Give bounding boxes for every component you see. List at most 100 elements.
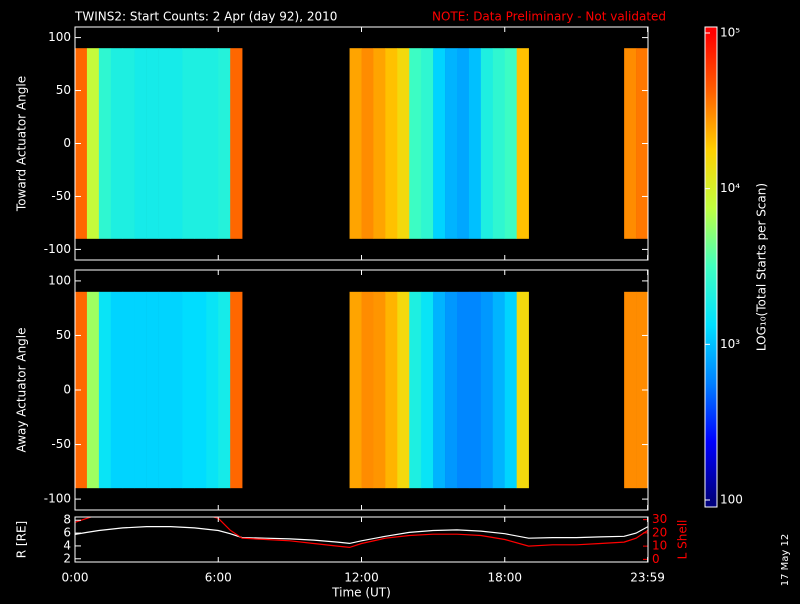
heatmap-cell [504,291,517,489]
x-tick-label: 0:00 [62,571,89,585]
heatmap-cell [86,48,100,239]
y-tick-label: 0 [63,136,71,150]
colorbar-tick-label: 10³ [720,337,740,351]
heatmap-cell [445,291,458,489]
x-tick-label: 12:00 [344,571,379,585]
y-tick-label: 6 [63,526,71,540]
heatmap-cell [122,291,135,489]
heatmap-cell [110,291,124,489]
heatmap-cell [182,291,195,489]
y-tick-label: 50 [56,328,71,342]
heatmap-cell [409,48,422,239]
colorbar-tick-label: 100 [720,493,743,507]
heatmap-cell [110,48,124,239]
heatmap-cell [230,48,243,239]
y-axis-label: R [RE] [15,521,29,558]
x-tick-label: 6:00 [205,571,232,585]
heatmap-cell [98,291,112,489]
y2-axis-label: L Shell [676,520,690,560]
y-tick-label: 50 [56,83,71,97]
y2-tick-label: 0 [652,552,660,566]
heatmap-cell [122,48,135,239]
heatmap-cell [194,48,207,239]
y-axis-label: Toward Actuator Angle [15,76,29,212]
y2-tick-label: 30 [652,512,667,526]
heatmap-cell [516,291,529,489]
heatmap-cell [468,291,482,489]
heatmap-cell [373,48,386,239]
heatmap-cell [433,48,446,239]
colorbar-tick-label: 10⁴ [720,181,740,195]
panel-frame [74,516,649,563]
y-axis-label: Away Actuator Angle [15,327,29,452]
heatmap-cell [385,291,398,489]
heatmap-cell [361,48,374,239]
heatmap-cell [421,48,434,239]
heatmap-cell [218,48,231,239]
heatmap-cell [409,291,422,489]
heatmap-cell [230,291,243,489]
heatmap-cell [421,291,434,489]
colorbar [704,26,718,508]
y-tick-label: 100 [48,273,71,287]
y2-tick-label: 10 [652,539,667,553]
heatmap-cell [361,291,374,489]
heatmap-cell [349,291,362,489]
y-tick-label: 4 [63,538,71,552]
heatmap-cell [170,291,183,489]
date-stamp: 17 May 12 [780,534,791,586]
heatmap-cell [134,291,147,489]
heatmap-cell [373,291,386,489]
heatmap-cell [158,48,171,239]
heatmap-cell [194,291,207,489]
heatmap-cell [146,291,159,489]
heatmap-cell [182,48,195,239]
heatmap-cell [624,291,637,489]
heatmap-cell [206,48,219,239]
heatmap-cell [492,48,506,239]
y2-tick-label: 20 [652,525,667,539]
heatmap-cell [397,291,410,489]
y-tick-label: 2 [63,551,71,565]
heatmap-cell [445,48,458,239]
heatmap-cell [75,48,88,239]
heatmap-cell [170,48,183,239]
heatmap-cell [504,48,517,239]
heatmap-cell [397,48,410,239]
heatmap-cell [134,48,147,239]
x-tick-label: 18:00 [487,571,522,585]
heatmap-cell [98,48,112,239]
heatmap-cell [385,48,398,239]
colorbar-tick-label: 10⁵ [720,26,740,40]
heatmap-cell [158,291,171,489]
heatmap-cell [218,291,231,489]
line-series [75,517,648,549]
chart-note: NOTE: Data Preliminary - Not validated [432,10,666,24]
heatmap-cell [624,48,637,239]
y-tick-label: 100 [48,30,71,44]
heatmap-cell [206,291,219,489]
y-tick-label: 8 [63,513,71,527]
y-tick-label: -50 [51,437,71,451]
x-axis-label: Time (UT) [331,586,391,600]
y-tick-label: -100 [44,492,71,506]
heatmap-cell [492,291,506,489]
y-tick-label: 0 [63,383,71,397]
heatmap-cell [146,48,159,239]
y-tick-label: -50 [51,189,71,203]
heatmap-cell [457,291,470,489]
heatmap-cell [480,291,494,489]
y-tick-label: -100 [44,242,71,256]
heatmap-cell [468,48,482,239]
line-series [75,526,648,545]
heatmap-cell [480,48,494,239]
heatmap-cell [516,48,529,239]
chart-title: TWINS2: Start Counts: 2 Apr (day 92), 20… [74,10,337,24]
heatmap-cell [457,48,470,239]
heatmap-cell [349,48,362,239]
heatmap-cell [86,291,100,489]
x-tick-label: 23:59 [630,571,665,585]
colorbar-label: LOG₁₀(Total Starts per Scan) [755,183,769,351]
heatmap-cell [75,291,88,489]
